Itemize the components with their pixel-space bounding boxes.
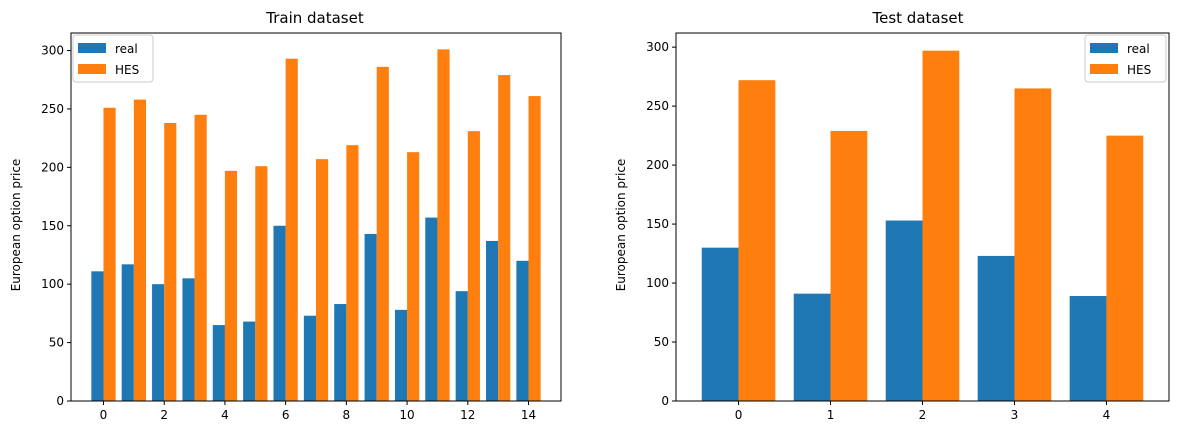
train-bar-real-11 (425, 217, 438, 401)
train-x-tick-label: 4 (221, 408, 229, 422)
train-y-tick-label: 150 (41, 219, 64, 233)
train-bar-hes-1 (133, 99, 146, 401)
train-bar-hes-10 (407, 152, 420, 401)
train-y-tick-label: 250 (41, 102, 64, 116)
test-y-axis-label: European option price (614, 159, 628, 292)
test-plot-frame (675, 32, 1170, 402)
test-y-tick-label: 100 (646, 276, 669, 290)
test-y-tick-label: 150 (646, 217, 669, 231)
train-bar-hes-0 (103, 107, 116, 402)
test-y-tick-label: 300 (646, 40, 669, 54)
test-legend-label-hes: HES (1127, 63, 1151, 77)
train-bar-real-14 (516, 260, 529, 401)
train-plot-frame (70, 32, 562, 402)
train-legend-label-hes: HES (115, 63, 139, 77)
train-x-tick-label: 2 (160, 408, 168, 422)
train-bar-real-13 (486, 240, 499, 401)
test-bar-real-1 (793, 293, 831, 401)
train-x-ticks: 0 2 4 6 8 10 12 14 (100, 401, 536, 422)
test-bar-hes-4 (1106, 135, 1144, 401)
train-bars (91, 49, 541, 402)
train-x-tick-label: 10 (399, 408, 414, 422)
test-chart: Test dataset European option price 05010… (614, 9, 1170, 422)
test-x-tick-label: 1 (827, 408, 835, 422)
train-x-tick-label: 0 (100, 408, 108, 422)
train-bar-hes-2 (164, 122, 177, 401)
train-bar-real-10 (394, 309, 408, 401)
train-y-tick-label: 50 (49, 336, 64, 350)
train-bar-hes-12 (467, 131, 480, 401)
test-bars (701, 50, 1144, 401)
train-bar-hes-13 (498, 75, 511, 402)
train-bar-real-12 (455, 291, 468, 401)
train-bar-real-6 (273, 225, 286, 401)
train-bar-hes-14 (528, 96, 541, 401)
train-bar-hes-4 (224, 170, 238, 401)
test-bar-real-2 (885, 220, 923, 401)
train-bar-real-3 (182, 278, 195, 401)
test-bar-real-3 (977, 255, 1015, 401)
train-bar-hes-7 (316, 159, 329, 401)
train-bar-hes-9 (376, 66, 389, 401)
train-bar-real-1 (121, 264, 134, 401)
test-x-tick-label: 3 (1011, 408, 1019, 422)
train-x-tick-label: 14 (521, 408, 536, 422)
train-y-axis-label: European option price (9, 159, 23, 292)
train-legend-label-real: real (115, 42, 138, 56)
train-bar-real-8 (334, 304, 347, 401)
train-bar-hes-8 (346, 145, 359, 401)
train-bar-hes-6 (285, 58, 298, 401)
test-bar-hes-1 (830, 130, 868, 401)
train-legend-swatch-real (78, 43, 106, 53)
train-x-tick-label: 8 (343, 408, 351, 422)
test-legend-label-real: real (1127, 42, 1150, 56)
train-bar-hes-3 (194, 114, 207, 402)
test-y-tick-label: 250 (646, 99, 669, 113)
test-legend-swatch-real (1090, 43, 1118, 53)
train-y-ticks: 0 50 100 150 200 250 300 (41, 44, 71, 408)
test-legend: real HES (1084, 34, 1167, 83)
test-x-ticks: 0 1 2 3 4 (735, 401, 1111, 422)
train-bar-real-9 (364, 233, 377, 401)
train-chart: Train dataset European option price 0 50 1… (9, 9, 562, 422)
train-y-tick-label: 100 (41, 277, 64, 291)
test-bar-real-4 (1069, 296, 1107, 401)
train-x-tick-label: 12 (460, 408, 475, 422)
test-x-tick-label: 4 (1103, 408, 1111, 422)
train-bar-real-2 (152, 284, 165, 401)
test-x-tick-label: 0 (735, 408, 743, 422)
test-legend-box (1084, 34, 1167, 83)
test-bar-real-0 (701, 247, 739, 401)
test-x-tick-label: 2 (919, 408, 927, 422)
train-bar-real-0 (91, 271, 104, 401)
train-legend-box (72, 34, 154, 83)
train-x-tick-label: 6 (282, 408, 290, 422)
train-y-tick-label: 300 (41, 44, 64, 58)
train-bar-real-4 (212, 325, 225, 401)
train-y-tick-label: 200 (41, 160, 64, 174)
train-chart-title: Train dataset (265, 9, 364, 27)
train-y-tick-label: 0 (56, 394, 64, 408)
train-legend: real HES (72, 34, 154, 83)
test-y-tick-label: 200 (646, 158, 669, 172)
train-bar-hes-5 (255, 166, 268, 401)
train-legend-swatch-hes (78, 64, 106, 74)
train-bar-real-5 (243, 321, 256, 401)
test-bar-hes-0 (738, 80, 776, 401)
test-bar-hes-3 (1014, 88, 1052, 401)
train-bar-hes-11 (437, 49, 450, 401)
test-y-tick-label: 0 (661, 394, 669, 408)
test-y-tick-label: 50 (654, 335, 669, 349)
train-bar-real-7 (303, 315, 316, 401)
test-chart-title: Test dataset (871, 9, 963, 27)
test-bar-hes-2 (922, 50, 960, 401)
test-y-ticks: 0 50 100 150 200 250 300 (646, 40, 676, 408)
test-legend-swatch-hes (1090, 64, 1118, 74)
